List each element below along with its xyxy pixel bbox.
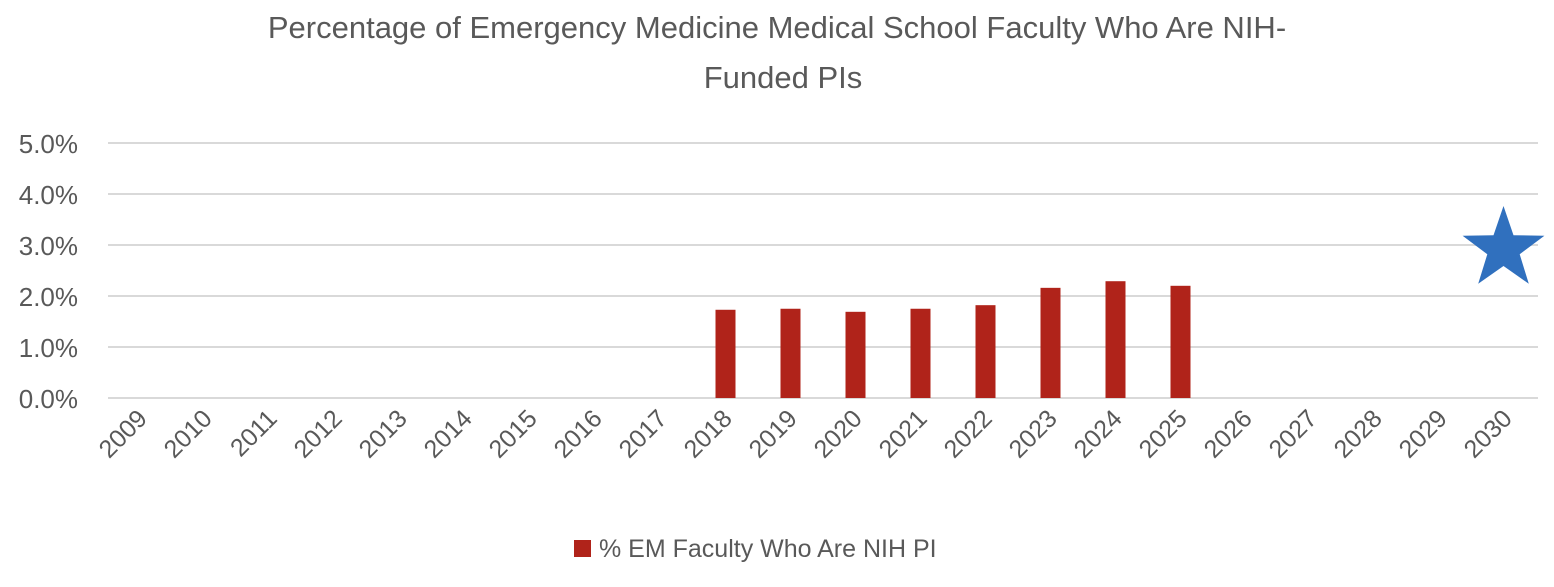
x-tick-label: 2009 xyxy=(94,404,153,463)
chart-title-line-2: Funded PIs xyxy=(704,60,863,95)
bar-2023 xyxy=(1040,287,1061,398)
y-tick-label: 0.0% xyxy=(19,384,78,414)
x-tick-label: 2017 xyxy=(614,404,673,463)
bar-2020 xyxy=(845,311,866,398)
target-star-marker xyxy=(1462,206,1545,284)
x-tick-label: 2025 xyxy=(1134,404,1193,463)
x-tick-label: 2026 xyxy=(1199,404,1258,463)
y-tick-label: 4.0% xyxy=(19,180,78,210)
x-tick-label: 2024 xyxy=(1069,404,1128,463)
bar-2022 xyxy=(975,305,996,398)
x-tick-label: 2018 xyxy=(679,404,738,463)
x-tick-label: 2019 xyxy=(744,404,803,463)
bar-2018 xyxy=(715,309,736,398)
y-tick-label: 2.0% xyxy=(19,282,78,312)
bar-2021 xyxy=(910,308,931,398)
x-tick-label: 2013 xyxy=(354,404,413,463)
x-tick-label: 2030 xyxy=(1459,404,1518,463)
bar-2019 xyxy=(780,308,801,398)
y-tick-label: 3.0% xyxy=(19,231,78,261)
x-tick-label: 2012 xyxy=(289,404,348,463)
legend-label: % EM Faculty Who Are NIH PI xyxy=(599,535,937,563)
x-tick-label: 2021 xyxy=(874,404,933,463)
legend-swatch xyxy=(574,540,591,557)
x-tick-label: 2029 xyxy=(1394,404,1453,463)
x-tick-label: 2027 xyxy=(1264,404,1323,463)
x-tick-label: 2022 xyxy=(939,404,998,463)
bar-2025 xyxy=(1170,285,1191,398)
y-tick-label: 1.0% xyxy=(19,333,78,363)
x-tick-label: 2010 xyxy=(159,404,218,463)
x-tick-label: 2020 xyxy=(809,404,868,463)
x-tick-label: 2011 xyxy=(225,404,283,462)
bar-2024 xyxy=(1105,281,1126,398)
x-tick-label: 2023 xyxy=(1004,404,1063,463)
x-tick-label: 2028 xyxy=(1329,404,1388,463)
x-tick-label: 2016 xyxy=(549,404,608,463)
chart-title-line-1: Percentage of Emergency Medicine Medical… xyxy=(268,10,1286,45)
x-tick-label: 2014 xyxy=(419,404,478,463)
y-tick-label: 5.0% xyxy=(19,129,78,159)
legend: % EM Faculty Who Are NIH PI xyxy=(574,535,937,563)
x-tick-label: 2015 xyxy=(484,404,543,463)
